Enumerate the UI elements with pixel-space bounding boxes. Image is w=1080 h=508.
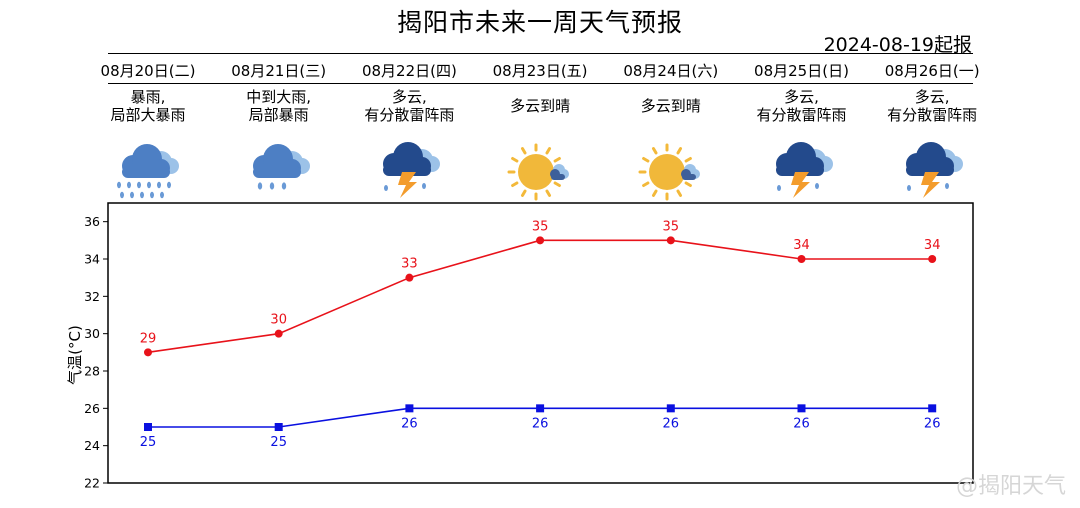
low-temp-point xyxy=(144,423,152,431)
issue-date: 2024-08-19起报 xyxy=(823,34,972,56)
day-weather-line: 暴雨, xyxy=(130,88,166,106)
y-tick-label: 30 xyxy=(84,326,100,341)
high-temp-point xyxy=(144,348,152,357)
day-weather-line: 多云到晴 xyxy=(640,97,701,115)
y-tick-label: 36 xyxy=(84,214,100,229)
day-weather-line: 多云, xyxy=(392,88,427,106)
day-weather-line: 局部大暴雨 xyxy=(110,106,186,124)
day-date: 08月26日(一) xyxy=(884,62,980,80)
day-date: 08月25日(日) xyxy=(754,62,849,80)
low-temp-point xyxy=(797,404,806,413)
page-title: 揭阳市未来一周天气预报 xyxy=(396,8,683,37)
plot-frame xyxy=(107,202,974,484)
low-temp-label: 26 xyxy=(401,416,418,431)
thunderstorm-icon xyxy=(765,142,839,202)
day-weather-line: 有分散雷阵雨 xyxy=(364,106,455,124)
low-temp-point xyxy=(928,404,937,413)
high-temp-label: 34 xyxy=(793,238,810,253)
day-weather-line: 多云, xyxy=(784,88,819,106)
watermark: @揭阳天气 xyxy=(955,474,1066,499)
day-weather-line: 多云到晴 xyxy=(510,97,571,115)
day-weather-line: 局部暴雨 xyxy=(248,106,309,124)
low-temp-label: 25 xyxy=(270,435,287,450)
high-temp-label: 29 xyxy=(140,331,157,346)
y-tick-label: 24 xyxy=(84,438,100,453)
day-weather-line: 有分散雷阵雨 xyxy=(756,106,847,124)
rain-icon xyxy=(242,142,316,202)
day-weather-description: 多云, 有分散雷阵雨 xyxy=(339,88,479,124)
day-date: 08月22日(四) xyxy=(361,62,457,80)
day-weather-line: 多云, xyxy=(914,88,950,106)
thunderstorm-icon xyxy=(372,142,446,202)
high-temp-point xyxy=(274,329,283,338)
high-temp-point xyxy=(928,255,937,263)
low-temp-label: 26 xyxy=(924,416,941,431)
low-temp-label: 25 xyxy=(140,435,157,450)
high-temp-line xyxy=(147,239,933,354)
thunderstorm-icon xyxy=(895,142,969,202)
y-tick-label: 34 xyxy=(84,252,100,267)
header-rule-top xyxy=(108,53,973,54)
heavy-rain-icon xyxy=(111,142,185,202)
high-temp-point xyxy=(536,236,545,245)
high-temp-point xyxy=(666,236,675,245)
low-temp-label: 26 xyxy=(532,416,549,431)
low-temp-point xyxy=(274,423,283,431)
low-temp-label: 26 xyxy=(663,416,680,431)
y-tick-label: 28 xyxy=(84,364,100,379)
day-weather-description: 多云, 有分散雷阵雨 xyxy=(732,88,872,124)
day-date: 08月21日(三) xyxy=(231,62,327,80)
high-temp-label: 35 xyxy=(532,219,549,234)
day-weather-description: 多云到晴 xyxy=(601,97,741,115)
high-temp-point xyxy=(797,255,806,263)
header-rule-bottom xyxy=(108,83,973,84)
sun-cloud-icon xyxy=(503,142,577,202)
high-temp-label: 30 xyxy=(270,313,287,328)
y-tick-label: 22 xyxy=(84,476,100,491)
day-date: 08月20日(二) xyxy=(100,62,196,80)
high-temp-label: 34 xyxy=(924,238,941,253)
day-date: 08月24日(六) xyxy=(623,62,719,80)
day-weather-description: 暴雨, 局部大暴雨 xyxy=(78,88,218,124)
day-weather-description: 多云, 有分散雷阵雨 xyxy=(862,88,1002,124)
day-weather-line: 中到大雨, xyxy=(246,88,312,106)
y-tick-label: 26 xyxy=(84,401,100,416)
y-axis-label: 气温(°C) xyxy=(66,325,84,385)
day-weather-description: 中到大雨, 局部暴雨 xyxy=(209,88,349,124)
low-temp-point xyxy=(536,404,545,413)
high-temp-point xyxy=(405,273,414,282)
day-weather-line: 有分散雷阵雨 xyxy=(887,106,978,124)
low-temp-label: 26 xyxy=(793,416,810,431)
sun-cloud-icon xyxy=(634,142,708,202)
low-temp-point xyxy=(666,404,675,413)
high-temp-label: 33 xyxy=(401,257,418,272)
high-temp-label: 35 xyxy=(663,219,680,234)
y-tick-label: 32 xyxy=(84,289,100,304)
day-date: 08月23日(五) xyxy=(492,62,588,80)
low-temp-point xyxy=(405,404,414,413)
day-weather-description: 多云到晴 xyxy=(470,97,610,115)
